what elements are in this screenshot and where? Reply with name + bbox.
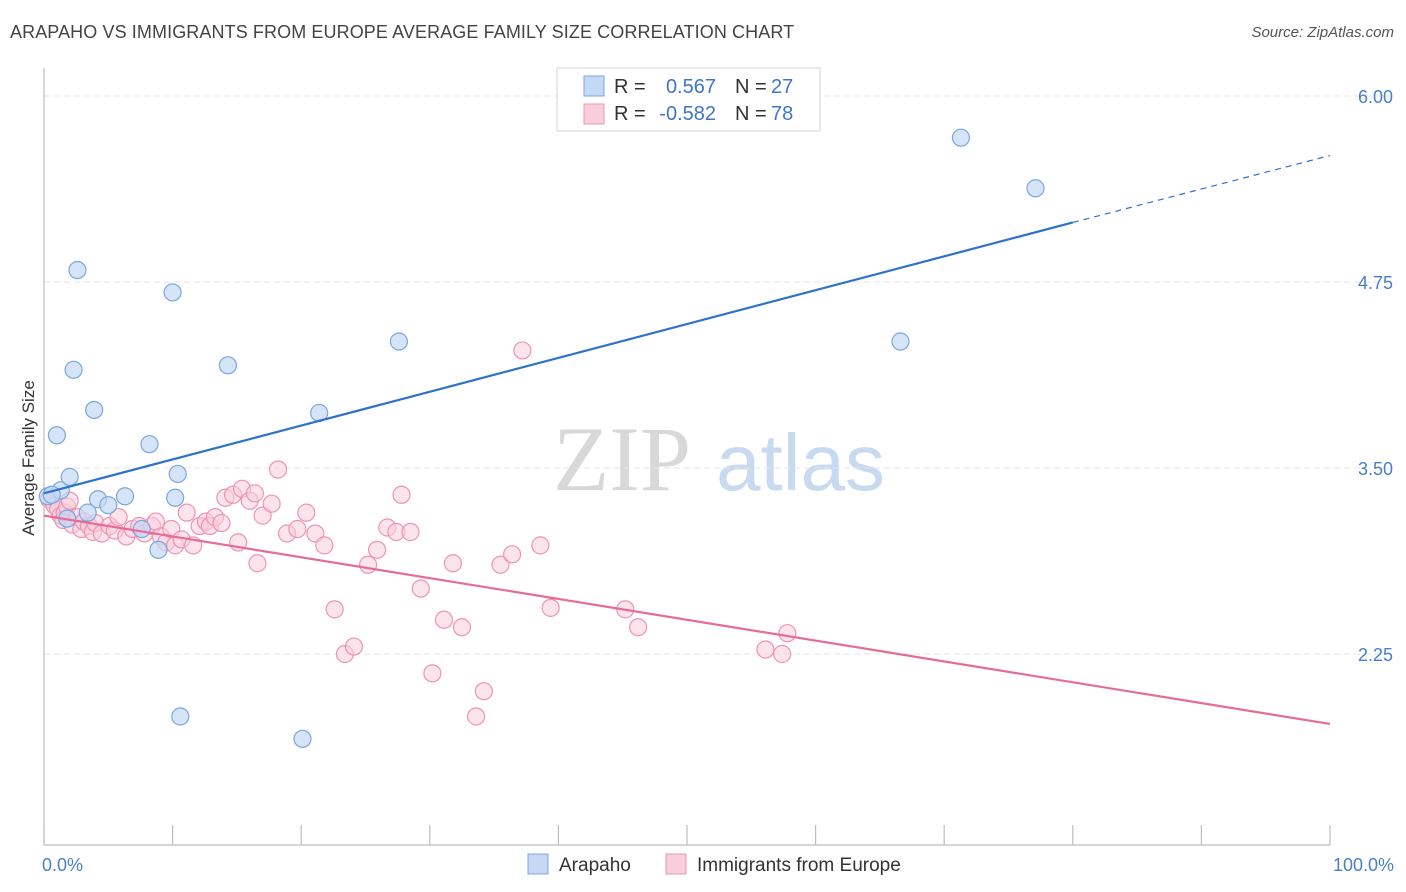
x-tick-label-min: 0.0% [42, 855, 83, 875]
data-point-arapaho [85, 400, 104, 420]
data-point-europe [778, 624, 797, 643]
data-point-arapaho [115, 487, 135, 506]
trend-lines [43, 154, 1331, 726]
data-point-arapaho [951, 128, 971, 147]
data-point-europe [262, 494, 281, 513]
data-point-arapaho [1026, 179, 1045, 198]
source-label: Source: ZipAtlas.com [1251, 24, 1394, 41]
legend-r-label-1: R = [614, 76, 646, 98]
legend-n-label-2: N = [735, 103, 767, 125]
series-arapaho [38, 128, 1045, 748]
data-point-europe [452, 618, 472, 637]
watermark-atlas: atlas [716, 418, 885, 507]
data-point-europe [367, 540, 387, 559]
legend-swatch-arapaho [583, 75, 605, 97]
legend-n-label-1: N = [735, 76, 767, 98]
y-axis-label: Average Family Size [19, 380, 38, 536]
data-point-europe [325, 600, 344, 619]
stats-legend: R = 0.567 N = 27 R = -0.582 N = 78 [556, 67, 821, 132]
data-point-europe [474, 682, 493, 701]
data-point-europe [401, 522, 420, 542]
data-point-europe [315, 536, 334, 555]
trend-line-arapaho-extension [1072, 154, 1331, 224]
y-tick-label: 6.00 [1358, 87, 1393, 107]
data-point-europe [773, 644, 792, 664]
y-tick-label: 3.50 [1358, 459, 1393, 479]
data-point-europe [212, 513, 231, 533]
data-point-arapaho [218, 356, 237, 375]
data-point-arapaho [78, 503, 97, 522]
data-point-europe [358, 555, 378, 574]
data-point-arapaho [163, 283, 182, 302]
data-point-arapaho [293, 729, 312, 748]
bottom-legend-label-arapaho: Arapaho [559, 855, 631, 876]
data-point-europe [756, 640, 775, 659]
x-tick-marks [43, 825, 1331, 845]
trend-line-europe [43, 514, 1331, 726]
bottom-legend-label-europe: Immigrants from Europe [697, 855, 901, 876]
legend-swatch-europe [583, 103, 605, 125]
y-tick-label: 4.75 [1358, 273, 1393, 293]
data-point-europe [466, 707, 486, 726]
chart-title: ARAPAHO VS IMMIGRANTS FROM EUROPE AVERAG… [10, 22, 795, 42]
data-point-europe [443, 554, 463, 573]
x-tick-label-max: 100.0% [1333, 855, 1394, 875]
data-point-arapaho [60, 467, 79, 487]
series-immigrants-from-europe [40, 341, 797, 726]
data-point-europe [392, 485, 411, 504]
data-point-arapaho [149, 540, 168, 559]
data-point-arapaho [166, 488, 185, 507]
bottom-legend-swatch-europe [665, 853, 687, 875]
data-point-europe [531, 536, 550, 555]
gridlines [44, 95, 1392, 655]
data-point-europe [288, 519, 307, 539]
legend-r-value-2: -0.582 [659, 103, 716, 125]
series-legend: Arapaho Immigrants from Europe [527, 853, 901, 876]
data-point-europe [513, 341, 532, 360]
data-point-arapaho [140, 435, 159, 454]
data-point-arapaho [132, 519, 151, 539]
data-point-europe [248, 554, 267, 573]
data-point-arapaho [99, 496, 118, 515]
data-point-europe [177, 503, 196, 522]
data-point-arapaho [68, 260, 87, 280]
legend-n-value-2: 78 [771, 103, 793, 125]
data-point-europe [434, 610, 454, 629]
data-point-europe [268, 460, 288, 479]
data-point-europe [503, 545, 522, 564]
data-point-arapaho [389, 332, 409, 351]
data-point-europe [423, 664, 442, 683]
bottom-legend-swatch-arapaho [527, 853, 549, 875]
data-point-arapaho [168, 464, 187, 484]
data-point-arapaho [47, 426, 66, 445]
data-point-europe [491, 555, 510, 574]
data-point-europe [297, 503, 316, 522]
data-point-europe [344, 637, 364, 656]
data-point-arapaho [64, 360, 83, 379]
legend-r-value-1: 0.567 [666, 76, 716, 98]
data-point-arapaho [891, 332, 910, 351]
data-point-europe [245, 484, 265, 503]
data-point-europe [541, 598, 560, 617]
legend-r-label-2: R = [614, 103, 646, 125]
y-tick-label: 2.25 [1358, 645, 1393, 665]
data-point-europe [629, 618, 648, 637]
data-point-europe [109, 508, 128, 527]
data-point-arapaho [171, 707, 190, 726]
data-point-europe [411, 579, 430, 598]
trend-line-arapaho [43, 221, 1074, 495]
legend-n-value-1: 27 [771, 76, 793, 98]
y-tick-labels: 2.25 3.50 4.75 6.00 [1358, 87, 1393, 665]
watermark-zip: ZIP [553, 408, 691, 510]
